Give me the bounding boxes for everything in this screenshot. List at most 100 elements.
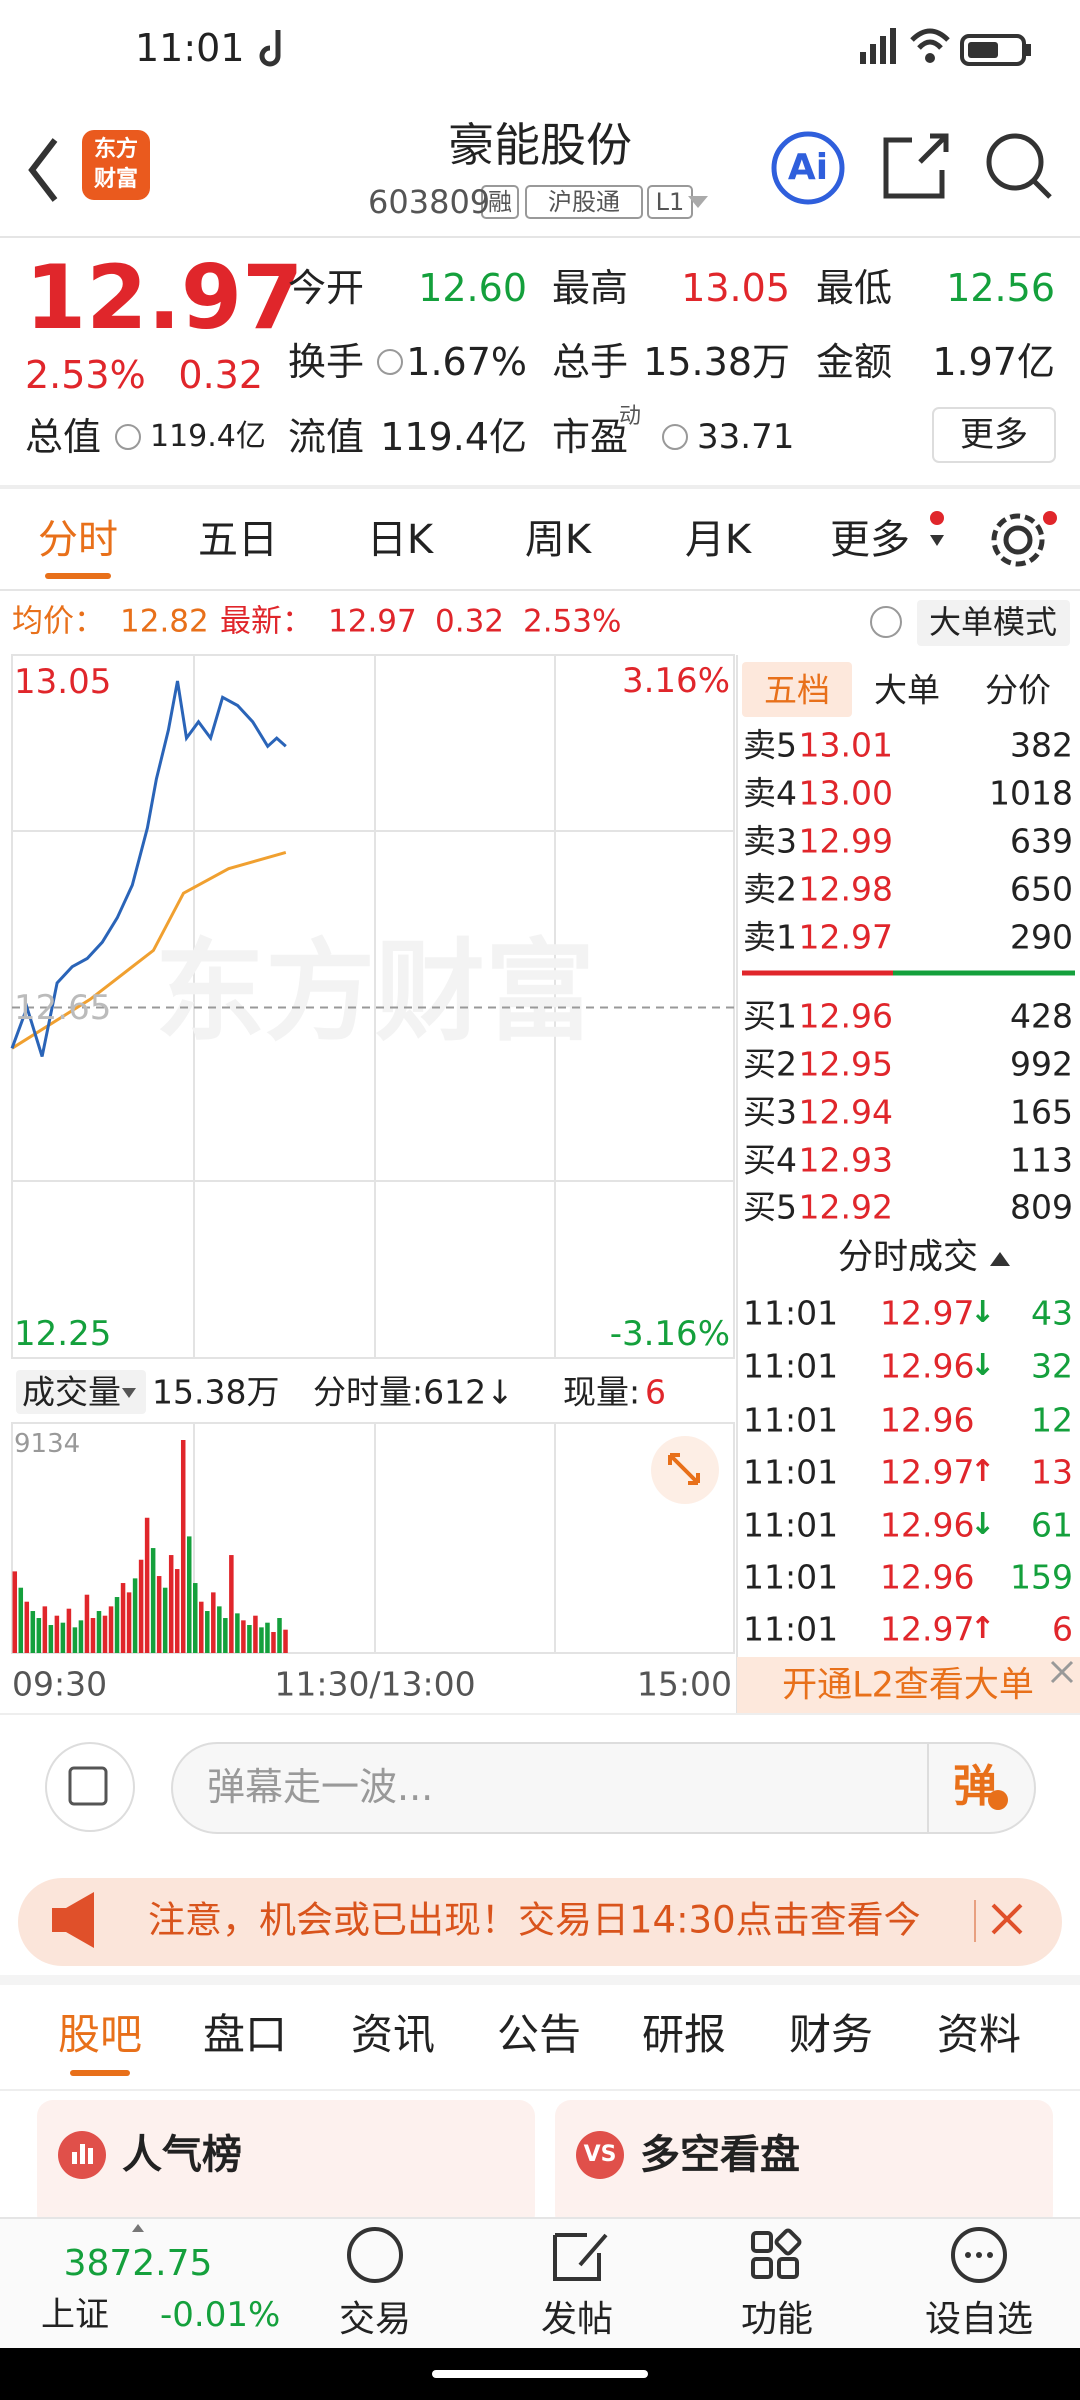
- nav-item[interactable]: 设自选: [924, 2299, 1034, 2340]
- index-name: 上证: [41, 2295, 109, 2335]
- field-value: 13.05: [681, 266, 790, 310]
- content-tab[interactable]: 公告: [496, 2010, 582, 2059]
- book-volume: 113: [1010, 1140, 1073, 1180]
- volume-bar: [30, 1611, 36, 1653]
- book-tab[interactable]: 分价: [985, 670, 1051, 710]
- chart-marks: [10, 680, 734, 1653]
- card[interactable]: [37, 2100, 535, 2230]
- tab-underline: [45, 573, 111, 579]
- book-volume: 1018: [989, 773, 1073, 813]
- book-tab[interactable]: 五档: [764, 670, 830, 710]
- stock-tag: 沪股通: [548, 188, 620, 216]
- notice-bar[interactable]: [18, 1878, 1062, 1966]
- y-tick-label: 12.65: [14, 987, 112, 1028]
- more-button[interactable]: [932, 407, 1056, 463]
- nav-icon[interactable]: [951, 2227, 1007, 2283]
- chart-tab[interactable]: 分时: [38, 517, 118, 563]
- volume-bar: [168, 1555, 174, 1653]
- nav-icon[interactable]: [751, 2228, 802, 2279]
- field-label: 最高: [552, 266, 629, 310]
- field-label: 总值: [25, 415, 102, 459]
- tag-boxes: [481, 185, 693, 219]
- time-label: 15:00: [636, 1664, 732, 1704]
- danmaku-button[interactable]: 弹: [953, 1761, 997, 1812]
- card-icon: VS: [583, 2142, 617, 2167]
- content-tab[interactable]: 资讯: [350, 2010, 436, 2059]
- nav-icon[interactable]: [347, 2227, 403, 2283]
- content-tab[interactable]: 资料: [936, 2010, 1022, 2059]
- content-tab[interactable]: 股吧: [57, 2010, 143, 2059]
- trade-price: 12.96: [880, 1557, 975, 1597]
- book-price: 12.93: [798, 1140, 893, 1180]
- volume-bar: [18, 1587, 24, 1653]
- trade-dir: ↓: [970, 1295, 996, 1330]
- notice-close[interactable]: [991, 1903, 1023, 1935]
- book-price: 12.96: [798, 996, 893, 1036]
- trade-volume: 6: [1052, 1609, 1073, 1649]
- minute-volume: 分时量:612↓: [313, 1372, 514, 1412]
- trade-dir: ↓: [970, 1348, 996, 1383]
- trades-title[interactable]: 分时成交: [837, 1237, 979, 1278]
- trade-price: 12.96: [880, 1400, 975, 1440]
- status-icons: [259, 28, 1031, 67]
- field-label: 流值: [288, 415, 365, 459]
- nav-item[interactable]: 功能: [740, 2299, 814, 2340]
- stock-tag: 融: [488, 188, 512, 216]
- nav-item[interactable]: 交易: [338, 2299, 412, 2340]
- card-title[interactable]: 多空看盘: [640, 2132, 800, 2178]
- card-title[interactable]: 人气榜: [122, 2132, 242, 2178]
- back-button[interactable]: [28, 138, 58, 202]
- nav-icon[interactable]: [553, 2233, 608, 2281]
- volume-bar: [84, 1594, 90, 1653]
- volume-bar: [54, 1615, 60, 1653]
- ai-button[interactable]: [771, 131, 845, 205]
- content-tab[interactable]: 盘口: [202, 2010, 288, 2059]
- volume-bar: [36, 1618, 42, 1653]
- time-label: 09:30: [12, 1664, 108, 1704]
- volume-bar: [259, 1627, 264, 1653]
- trade-dir: ↓: [970, 1507, 996, 1542]
- chart-tab[interactable]: 周K: [524, 517, 592, 563]
- mode-button[interactable]: [917, 600, 1070, 646]
- ai-label[interactable]: Ai: [787, 147, 829, 188]
- nav-item[interactable]: 发帖: [540, 2299, 614, 2340]
- change: 0.32: [178, 353, 263, 397]
- share-button[interactable]: [883, 133, 949, 199]
- trade-price: 12.96: [880, 1505, 975, 1545]
- chart-tab[interactable]: 月K: [684, 517, 752, 563]
- search-button[interactable]: [986, 133, 1052, 199]
- volume-bar: [120, 1583, 126, 1653]
- chart-tab[interactable]: 日K: [366, 517, 434, 563]
- book-label: 卖2: [743, 869, 797, 909]
- chart-tab[interactable]: 更多: [830, 517, 910, 563]
- logo-text: 财富: [93, 167, 139, 192]
- volume-label[interactable]: 成交量: [22, 1372, 121, 1412]
- volume-bar: [144, 1517, 150, 1653]
- content-tab[interactable]: 研报: [641, 2010, 727, 2059]
- mode-label[interactable]: 大单模式: [928, 603, 1058, 641]
- field-value: 15.38万: [643, 340, 790, 384]
- field-label: 换手: [288, 340, 365, 384]
- volume-total: 15.38万: [152, 1372, 280, 1412]
- card[interactable]: [555, 2100, 1053, 2230]
- summary-item: 12.82: [120, 603, 209, 640]
- volume-bar: [271, 1632, 276, 1653]
- chart-tab[interactable]: 五日: [198, 517, 278, 563]
- index-value[interactable]: 3872.75: [63, 2243, 213, 2284]
- volume-tick-label: 9134: [14, 1429, 81, 1459]
- trade-time: 11:01: [743, 1346, 839, 1386]
- comment-input[interactable]: [171, 1742, 1036, 1834]
- more-label[interactable]: 更多: [960, 415, 1028, 455]
- comment-settings[interactable]: [45, 1742, 135, 1832]
- book-volume: 290: [1010, 917, 1073, 957]
- volume-bar: [180, 1440, 186, 1653]
- comment-placeholder[interactable]: 弹幕走一波...: [207, 1765, 434, 1809]
- trade-time: 11:01: [743, 1452, 839, 1492]
- promo-link[interactable]: 开通L2查看大单: [782, 1665, 1034, 1706]
- content-tab[interactable]: 财务: [788, 2010, 874, 2059]
- book-tab[interactable]: 大单: [874, 670, 940, 710]
- settings-button[interactable]: [991, 513, 1045, 567]
- promo-close[interactable]: [1050, 1660, 1074, 1684]
- volume-bar: [108, 1606, 114, 1653]
- notice-text[interactable]: 注意，机会或已出现！交易日14:30点击查看今: [148, 1901, 921, 1939]
